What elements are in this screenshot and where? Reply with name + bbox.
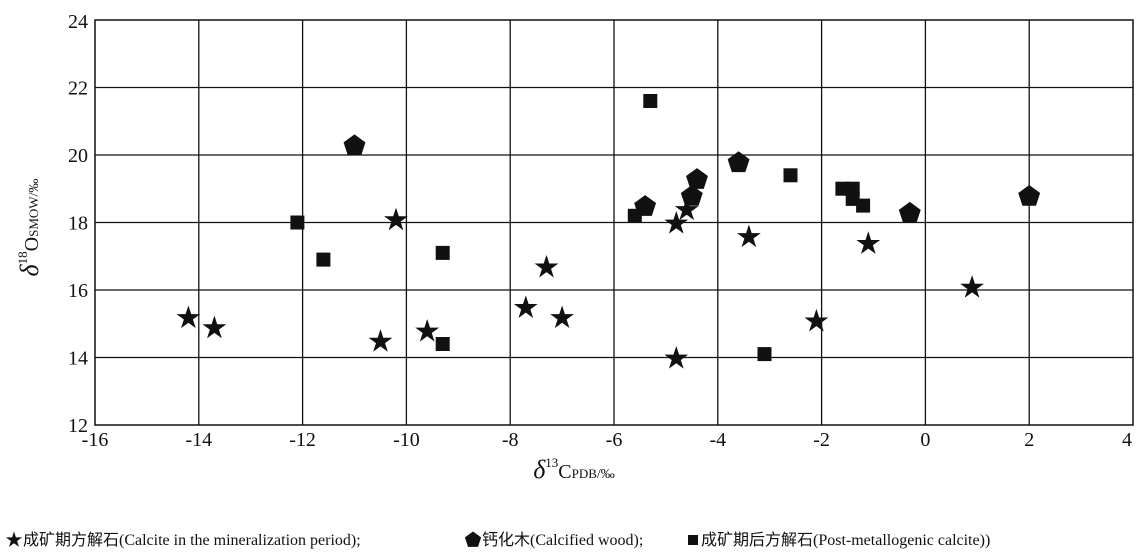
star-data-point (737, 224, 761, 248)
x-tick-label: 4 (1122, 429, 1132, 451)
star-data-point (202, 315, 227, 339)
y-axis-label: δ18OSMOW/‰ (15, 179, 44, 277)
star-data-point (534, 254, 559, 278)
y-tick-label: 20 (68, 145, 88, 167)
legend-square-icon (688, 535, 698, 545)
x-axis-label: δ13CPDB/‰ (533, 455, 615, 484)
x-tick-label: 2 (1024, 429, 1034, 451)
legend: 成矿期方解石(Calcite in the mineralization per… (5, 531, 990, 549)
star-data-point (415, 319, 440, 342)
x-tick-label: -8 (502, 429, 519, 451)
square-data-point (757, 347, 772, 362)
legend-entry-post-metallogenic-calcite: 成矿期后方解石(Post-metallogenic calcite)) (688, 531, 990, 549)
star-data-point (804, 308, 829, 332)
x-tick-label: 0 (920, 429, 930, 451)
grid-lines (95, 20, 1133, 425)
y-tick-label: 18 (68, 213, 88, 235)
square-data-point (783, 168, 798, 183)
y-axis-label-sup: 18 (15, 251, 30, 264)
legend-label-calcite-mineralization: 成矿期方解石(Calcite in the mineralization per… (23, 531, 361, 549)
data-points (176, 94, 1041, 369)
y-tick-label: 12 (68, 415, 88, 437)
star-data-point (513, 295, 538, 319)
square-data-point (290, 215, 305, 230)
square-data-point (435, 245, 450, 260)
x-tick-label: -6 (606, 429, 623, 451)
star-data-point (960, 275, 984, 298)
star-data-point (176, 305, 201, 329)
y-tick-label: 22 (68, 78, 88, 100)
x-tick-label: -2 (813, 429, 830, 451)
legend-label-post-metallogenic-calcite: 成矿期后方解石(Post-metallogenic calcite)) (701, 531, 990, 549)
y-axis-label-symbol: δ (15, 263, 44, 276)
y-axis-tick-labels: 12 14 16 18 20 22 24 (68, 11, 88, 437)
x-axis-label-sup: 13 (545, 455, 558, 470)
legend-label-calcified-wood: 钙化木(Calcified wood); (482, 531, 643, 549)
square-data-point (856, 198, 871, 213)
x-axis-label-sub: PDB (572, 466, 598, 481)
x-axis-label-main: C (558, 461, 571, 483)
x-tick-label: -12 (289, 429, 316, 451)
legend-star-icon (5, 531, 23, 547)
square-data-point (316, 252, 331, 267)
pentagon-data-point (1018, 185, 1041, 206)
y-axis-label-suffix: /‰ (27, 179, 42, 197)
legend-entry-calcite-mineralization: 成矿期方解石(Calcite in the mineralization per… (5, 531, 361, 549)
pentagon-data-point (343, 134, 366, 156)
x-axis-label-symbol: δ (533, 455, 546, 484)
square-data-point (627, 208, 642, 223)
legend-entry-calcified-wood: 钙化木(Calcified wood); (464, 531, 643, 549)
plot-frame (94, 19, 1134, 426)
star-data-point (550, 305, 574, 329)
square-data-point (435, 337, 450, 351)
x-tick-label: -14 (185, 429, 212, 451)
x-tick-label: -10 (393, 429, 420, 451)
pentagon-data-point (898, 201, 921, 223)
y-tick-label: 14 (68, 348, 88, 370)
star-data-point (384, 207, 408, 231)
y-tick-label: 24 (68, 11, 88, 33)
y-axis-label-main: O (21, 237, 43, 251)
x-tick-label: -16 (82, 429, 109, 451)
square-data-point (643, 94, 658, 108)
legend-pentagon-icon (464, 531, 482, 547)
star-data-point (368, 329, 393, 352)
x-tick-label: -4 (709, 429, 726, 451)
star-data-point (856, 231, 881, 254)
y-tick-label: 16 (68, 280, 88, 302)
x-axis-label-suffix: /‰ (597, 467, 615, 482)
x-axis-tick-labels: -16 -14 -12 -10 -8 -6 -4 -2 0 2 4 (82, 429, 1132, 451)
y-axis-label-sub: SMOW (26, 196, 41, 237)
pentagon-data-point (686, 168, 708, 189)
